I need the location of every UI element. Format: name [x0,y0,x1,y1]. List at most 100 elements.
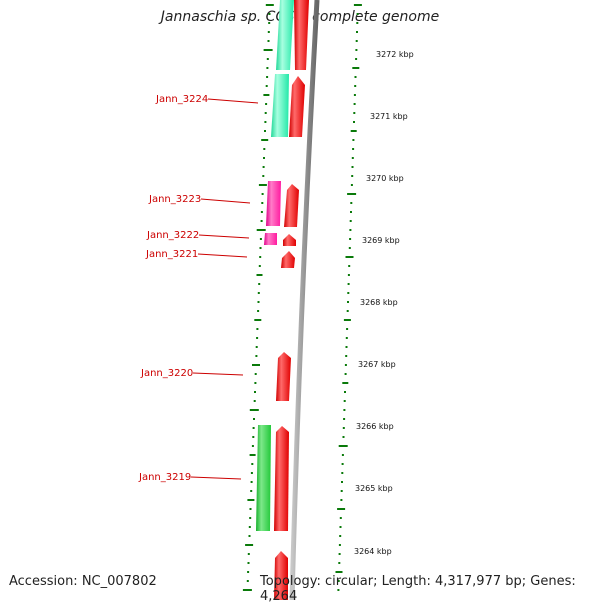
gc-skew-mark [256,229,266,231]
gc-skew-mark [246,580,249,582]
forward-cds-jann-3223[interactable] [284,184,299,227]
gc-skew-mark [343,409,346,411]
gc-skew-mark [356,31,358,33]
gc-skew-mark [267,31,270,33]
leader-line [198,234,250,239]
gc-skew-mark [341,481,343,483]
gc-skew-mark [347,283,350,285]
forward-cds-bottom[interactable] [274,551,288,600]
gc-skew-mark [350,130,357,132]
gc-skew-mark [353,121,355,123]
gc-skew-mark [266,76,269,78]
gc-skew-mark [254,382,257,384]
gc-skew-mark [247,571,250,573]
reverse-cds-jann-3224[interactable] [271,74,289,137]
accession-text: Accession: NC_007802 [9,574,157,589]
gc-skew-mark [266,58,269,60]
gc-skew-mark [251,463,254,465]
gc-skew-mark [346,310,349,312]
forward-cds-jann-3221[interactable] [281,251,295,268]
gc-skew-mark [352,67,360,69]
gc-skew-mark [353,4,362,6]
reverse-cds-top[interactable] [276,0,294,70]
gc-skew-mark [342,427,345,429]
gc-skew-mark [352,148,355,150]
gc-skew-mark [352,139,355,141]
gc-skew-mark [248,526,251,528]
gc-skew-mark [263,94,270,96]
gc-skew-mark [354,76,357,78]
kbp-label: 3271 kbp [370,112,408,121]
gene-label-jann-3223[interactable]: Jann_3223 [148,194,201,205]
gc-skew-mark [250,490,253,492]
gc-skew-mark [344,391,346,393]
gc-skew-mark [257,301,260,303]
gc-skew-mark [250,481,253,483]
gc-skew-mark [338,562,341,564]
gc-skew-mark [252,364,260,366]
gc-skew-mark [263,148,266,150]
gc-skew-mark [350,202,353,204]
gc-skew-mark [249,517,252,519]
gc-skew-mark [245,544,254,546]
leader-line [200,198,251,204]
kbp-label: 3264 kbp [354,547,392,556]
gc-skew-mark [247,499,255,501]
gene-label-jann-3222[interactable]: Jann_3222 [146,230,199,241]
forward-cds-jann-3222[interactable] [283,234,296,246]
gc-skew-mark [256,337,259,339]
gc-skew-mark [349,229,352,231]
gc-skew-mark [348,265,351,267]
gc-skew-mark [339,517,342,519]
forward-cds-jann-3224[interactable] [289,76,305,137]
gc-skew-mark [254,319,262,321]
gc-skew-mark [242,589,252,591]
forward-cds-top[interactable] [294,0,309,70]
gc-skew-mark [267,40,270,42]
gc-skew-mark [249,508,252,510]
gc-skew-mark [349,220,352,222]
gene-label-jann-3219[interactable]: Jann_3219 [138,472,191,483]
forward-cds-jann-3219[interactable] [274,426,289,531]
forward-cds-jann-3220[interactable] [276,352,291,401]
gc-skew-mark [351,157,354,159]
kbp-label: 3267 kbp [358,360,396,369]
reverse-cds-jann-3219[interactable] [256,425,271,531]
leader-line [192,372,244,376]
gc-skew-mark [342,382,349,384]
gc-skew-mark [260,211,263,213]
gc-skew-mark [347,274,350,276]
gc-skew-mark [258,283,261,285]
gc-skew-mark [255,346,258,348]
gc-skew-mark [343,319,351,321]
gc-skew-mark [258,265,261,267]
gc-skew-mark [356,13,359,15]
leader-line [207,98,259,104]
gc-skew-mark [341,454,344,456]
forward-strand-genes [274,0,309,600]
gc-skew-mark [338,445,348,447]
gc-skew-mark [252,427,255,429]
gc-skew-mark [261,202,264,204]
gc-skew-mark [347,301,349,303]
gc-skew-mark [345,337,348,339]
gc-skew-mark [345,346,348,348]
gc-skew-mark [259,238,262,240]
reverse-cds-jann-3222[interactable] [264,233,277,245]
gene-label-jann-3224[interactable]: Jann_3224 [155,94,208,105]
reverse-cds-jann-3223[interactable] [266,181,281,226]
leader-line [197,253,248,258]
gene-label-jann-3220[interactable]: Jann_3220 [140,368,193,379]
gc-skew-mark [335,571,343,573]
gc-skew-mark [353,103,356,105]
gc-skew-mark [257,310,260,312]
gene-label-jann-3221[interactable]: Jann_3221 [145,249,198,260]
gc-skew-mark [257,292,260,294]
gc-skew-mark [338,544,341,546]
gc-skew-mark [258,184,267,186]
gc-skew-mark [259,256,262,258]
kbp-label: 3269 kbp [362,236,400,245]
gc-skew-mark [341,472,344,474]
gc-skew-mark [347,292,350,294]
